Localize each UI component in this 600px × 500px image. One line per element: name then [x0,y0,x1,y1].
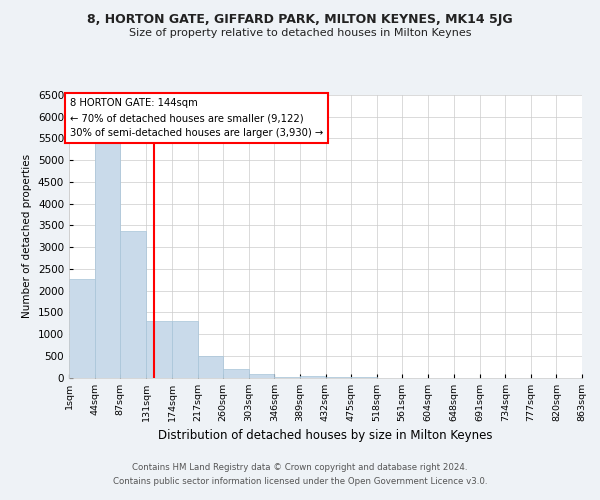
Y-axis label: Number of detached properties: Number of detached properties [22,154,32,318]
Bar [95,143,120,378]
Bar [274,376,300,378]
Bar [197,356,223,378]
Bar [69,279,95,378]
X-axis label: Distribution of detached houses by size in Milton Keynes: Distribution of detached houses by size … [158,429,493,442]
Bar [146,322,172,378]
Bar [223,369,249,378]
Bar [300,376,325,378]
Text: 8 HORTON GATE: 144sqm
← 70% of detached houses are smaller (9,122)
30% of semi-d: 8 HORTON GATE: 144sqm ← 70% of detached … [70,98,323,138]
Bar [172,322,197,378]
Bar [120,230,146,378]
Text: Size of property relative to detached houses in Milton Keynes: Size of property relative to detached ho… [129,28,471,38]
Text: Contains public sector information licensed under the Open Government Licence v3: Contains public sector information licen… [113,477,487,486]
Text: 8, HORTON GATE, GIFFARD PARK, MILTON KEYNES, MK14 5JG: 8, HORTON GATE, GIFFARD PARK, MILTON KEY… [87,12,513,26]
Bar [249,374,274,378]
Text: Contains HM Land Registry data © Crown copyright and database right 2024.: Contains HM Land Registry data © Crown c… [132,464,468,472]
